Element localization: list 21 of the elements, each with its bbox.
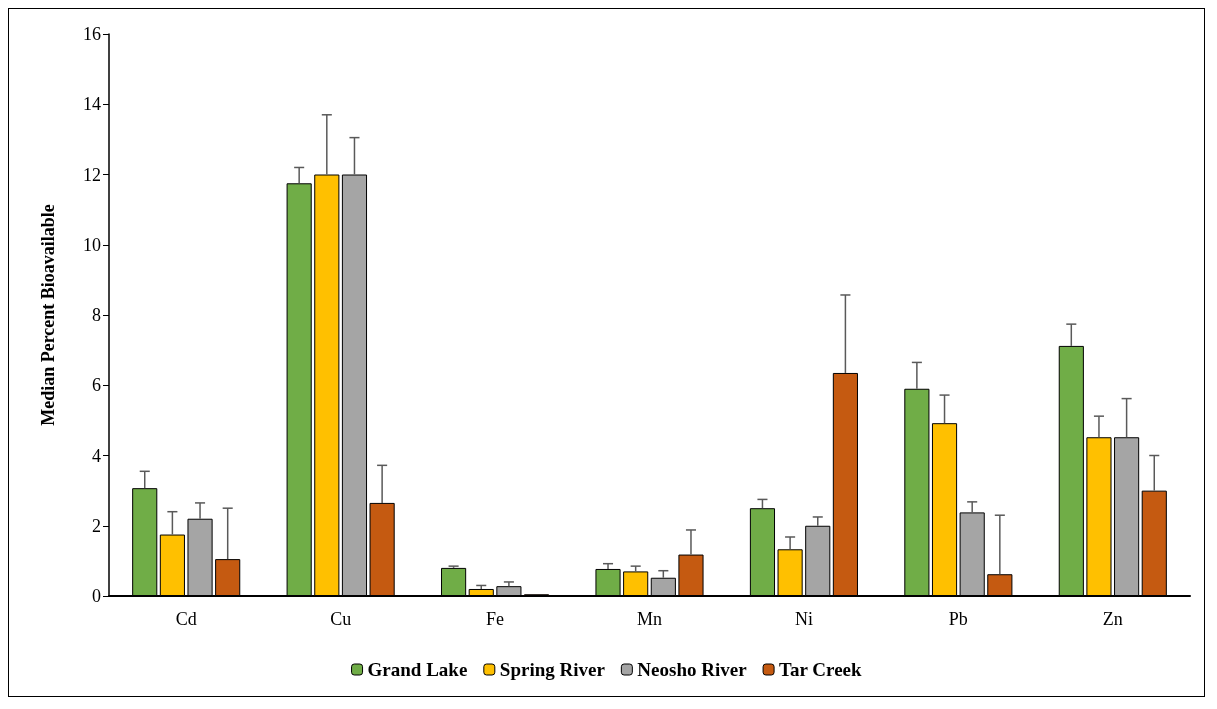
legend-label: Neosho River bbox=[637, 659, 748, 680]
y-tick-label: 4 bbox=[92, 445, 101, 466]
legend-label: Spring River bbox=[499, 659, 606, 680]
legend-label: Tar Creek bbox=[779, 659, 863, 680]
x-tick-label: Ni bbox=[794, 609, 813, 629]
x-tick-label: Cd bbox=[175, 609, 197, 629]
x-tick-label: Cu bbox=[330, 609, 352, 629]
x-tick-label: Mn bbox=[636, 609, 663, 629]
y-tick-label: 12 bbox=[83, 164, 101, 185]
x-tick-label: Pb bbox=[948, 609, 968, 629]
x-tick-label: Fe bbox=[486, 609, 505, 629]
y-tick-label: 8 bbox=[92, 305, 101, 325]
y-tick-label: 14 bbox=[83, 94, 101, 115]
y-tick-label: 0 bbox=[92, 586, 101, 606]
legend-label: Grand Lake bbox=[367, 659, 468, 680]
y-tick-label: 2 bbox=[92, 515, 101, 536]
x-tick-label: Zn bbox=[1102, 609, 1123, 629]
y-tick-label: 10 bbox=[83, 234, 101, 255]
y-axis-title: Median Percent Bioavailable bbox=[38, 204, 58, 426]
y-tick-label: 6 bbox=[92, 375, 101, 396]
y-tick-label: 16 bbox=[83, 24, 101, 44]
